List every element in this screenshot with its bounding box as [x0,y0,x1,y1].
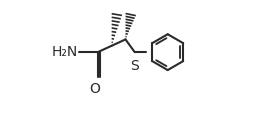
Text: O: O [89,82,100,96]
Text: H₂N: H₂N [52,45,78,59]
Text: S: S [130,58,139,73]
